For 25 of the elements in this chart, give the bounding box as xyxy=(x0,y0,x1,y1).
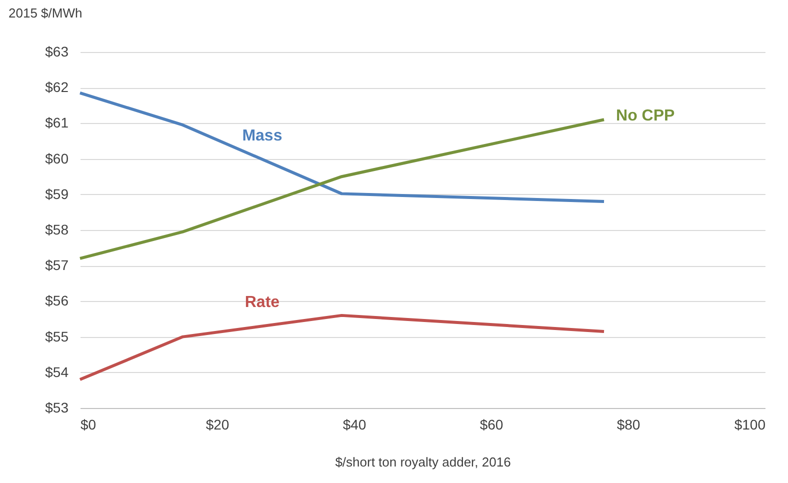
x-tick-label: $100 xyxy=(734,416,766,432)
y-tick-label: $60 xyxy=(45,150,69,166)
x-tick-label: $20 xyxy=(206,416,230,432)
line-series xyxy=(78,118,606,260)
x-tick-label: $80 xyxy=(616,416,640,432)
series-label: Rate xyxy=(244,294,280,312)
line-series xyxy=(78,91,606,204)
series-label: No CPP xyxy=(616,108,676,125)
x-axis-title: $/short ton royalty adder, 2016 xyxy=(335,454,511,470)
x-tick-label: $60 xyxy=(480,416,504,432)
y-tick-label: $54 xyxy=(45,364,69,380)
y-tick-label: $56 xyxy=(45,292,69,309)
y-tick-label: $58 xyxy=(45,222,69,238)
line-series xyxy=(78,314,606,382)
y-tick-label: $59 xyxy=(45,186,69,202)
y-tick-label: $53 xyxy=(45,400,69,416)
y-tick-label: $55 xyxy=(45,328,69,344)
x-tick-label: $40 xyxy=(342,416,366,432)
x-tick-label: $0 xyxy=(80,416,96,432)
y-tick-label: $61 xyxy=(45,114,69,131)
y-tick-label: $57 xyxy=(45,257,69,274)
y-axis-title: 2015 $/MWh xyxy=(8,6,82,20)
y-tick-label: $63 xyxy=(45,44,69,60)
y-tick-label: $62 xyxy=(45,79,69,96)
series-label: Mass xyxy=(242,127,282,144)
